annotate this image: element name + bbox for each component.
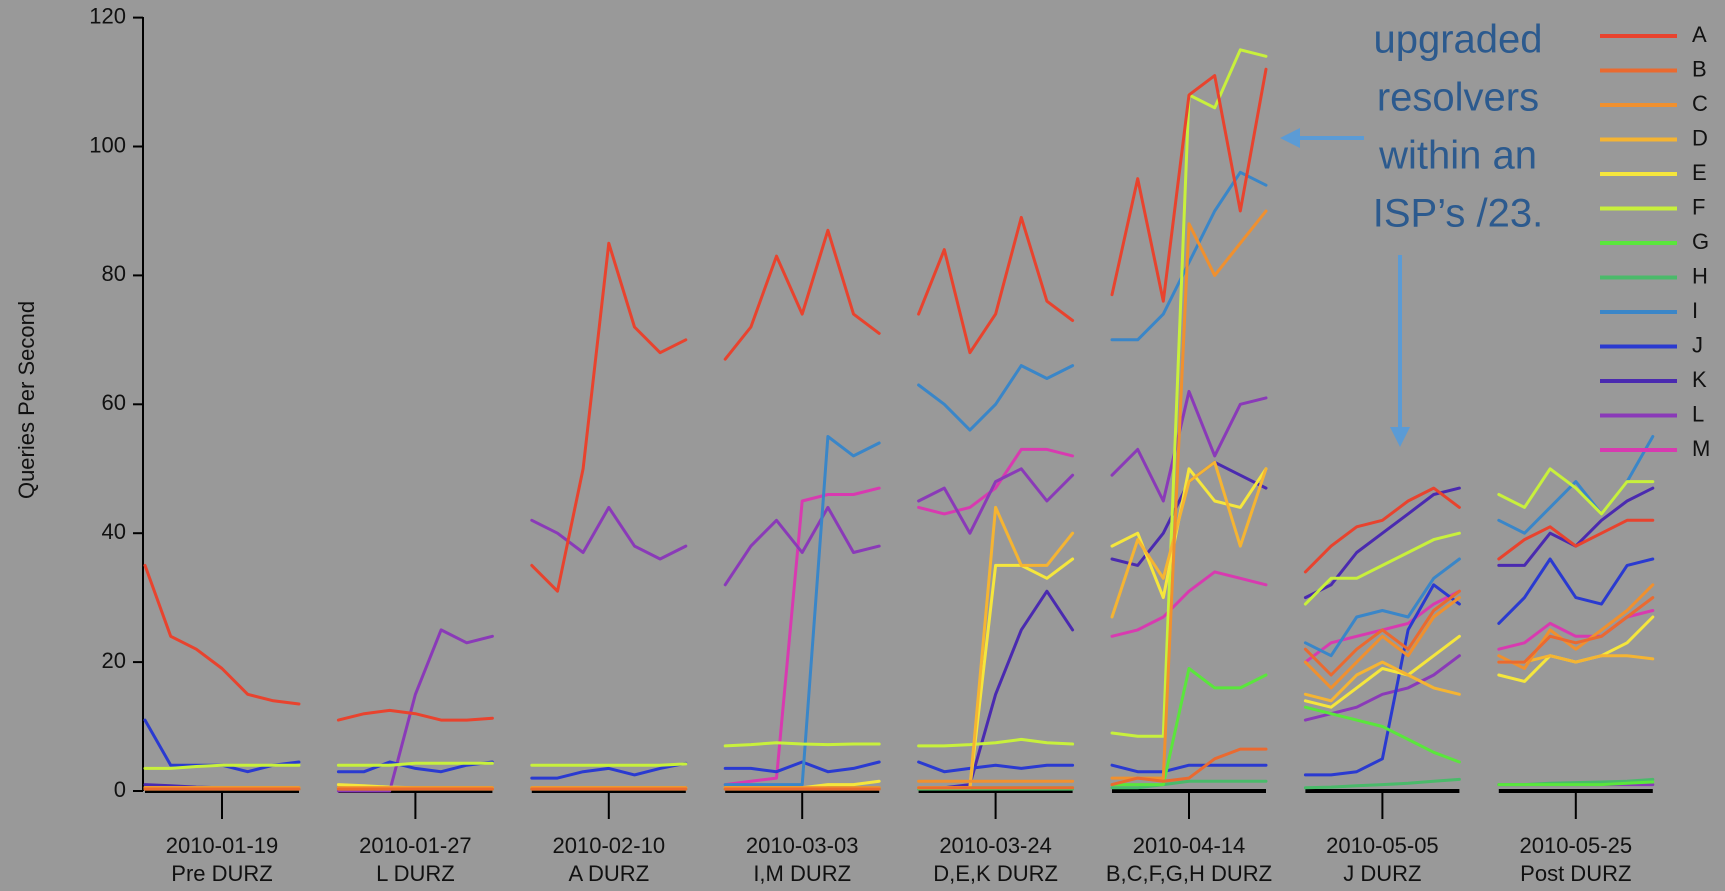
annotation-text: within an [1378, 134, 1537, 178]
legend-label: I [1692, 298, 1698, 323]
series-line [723, 760, 881, 774]
x-tick-sublabel: B,C,F,G,H DURZ [1106, 861, 1272, 886]
x-tick-label: 2010-05-05 [1326, 833, 1439, 858]
series-line [1303, 777, 1461, 790]
y-tick-label: 40 [102, 519, 126, 544]
series-line [917, 467, 1075, 535]
y-tick-label: 100 [89, 132, 126, 157]
series-line [1303, 589, 1461, 677]
legend-label: C [1692, 91, 1708, 116]
x-tick-sublabel: L DURZ [376, 861, 455, 886]
series-line [723, 435, 881, 787]
x-tick-label: 2010-01-19 [166, 833, 279, 858]
series-line [1110, 170, 1268, 342]
y-tick-label: 60 [102, 390, 126, 415]
series-line [1110, 209, 1268, 780]
series-line [1497, 557, 1655, 625]
series-line [1497, 583, 1655, 670]
series-line [1110, 763, 1268, 774]
series-line [1110, 389, 1268, 503]
series-line [143, 563, 301, 706]
series-line [336, 628, 494, 793]
legend-label: L [1692, 401, 1704, 426]
legend-label: K [1692, 367, 1707, 392]
x-tick-label: 2010-01-27 [359, 833, 472, 858]
series-line [1497, 518, 1655, 561]
x-tick-sublabel: D,E,K DURZ [933, 861, 1058, 886]
legend-label: A [1692, 22, 1707, 47]
series-line [1497, 780, 1655, 787]
annotation-text: upgraded [1373, 18, 1542, 62]
y-tick-label: 80 [102, 261, 126, 286]
annotation-text: resolvers [1377, 76, 1539, 120]
series-line [1497, 596, 1655, 664]
series-line [917, 215, 1075, 355]
series-line [1303, 596, 1461, 690]
annotation-text: ISP’s /23. [1373, 192, 1543, 236]
legend-label: B [1692, 56, 1707, 81]
series-line [1497, 467, 1655, 516]
series-line [530, 761, 688, 780]
legend-label: H [1692, 263, 1708, 288]
series-line [723, 741, 881, 748]
x-tick-label: 2010-05-25 [1520, 833, 1633, 858]
legend-label: D [1692, 125, 1708, 150]
series-line [917, 760, 1075, 774]
series-line [1303, 486, 1461, 574]
x-tick-sublabel: J DURZ [1343, 861, 1421, 886]
series-line [917, 737, 1075, 748]
series-line [1497, 486, 1655, 567]
series-line [1110, 747, 1268, 787]
legend-label: G [1692, 229, 1709, 254]
series-line [336, 760, 494, 774]
series-line [1110, 667, 1268, 787]
series-line [1303, 531, 1461, 606]
series-line [336, 761, 494, 767]
series-line [1110, 460, 1268, 619]
x-tick-label: 2010-02-10 [553, 833, 666, 858]
series-line [1110, 67, 1268, 303]
legend-label: F [1692, 194, 1705, 219]
x-tick-label: 2010-04-14 [1133, 833, 1246, 858]
series-line [1303, 589, 1461, 664]
series-line [530, 762, 688, 767]
x-tick-sublabel: Pre DURZ [171, 861, 272, 886]
legend-label: E [1692, 160, 1707, 185]
legend-label: M [1692, 436, 1710, 461]
x-tick-label: 2010-03-24 [939, 833, 1052, 858]
series-line [1303, 660, 1461, 703]
y-tick-label: 120 [89, 3, 126, 28]
y-tick-label: 0 [114, 777, 126, 802]
series-line [1303, 634, 1461, 709]
series-line [723, 228, 881, 361]
series-line [917, 364, 1075, 432]
y-axis-label: Queries Per Second [14, 301, 39, 499]
x-tick-label: 2010-03-03 [746, 833, 859, 858]
series-line [336, 708, 494, 722]
series-line [530, 505, 688, 561]
x-tick-sublabel: I,M DURZ [753, 861, 851, 886]
series-line [1303, 705, 1461, 764]
series-line [723, 486, 881, 787]
series-line [530, 241, 688, 593]
series-line [1110, 570, 1268, 638]
legend-label: J [1692, 332, 1703, 357]
x-tick-sublabel: A DURZ [568, 861, 649, 886]
series-line [1110, 467, 1268, 600]
series-line [1303, 583, 1461, 777]
series-line [917, 589, 1075, 790]
x-tick-sublabel: Post DURZ [1520, 861, 1631, 886]
series-line [1303, 557, 1461, 658]
series-line [1303, 486, 1461, 600]
series-line [1110, 779, 1268, 790]
series-line [143, 763, 301, 770]
y-tick-label: 20 [102, 648, 126, 673]
series-line [723, 505, 881, 587]
series-line [917, 447, 1075, 516]
